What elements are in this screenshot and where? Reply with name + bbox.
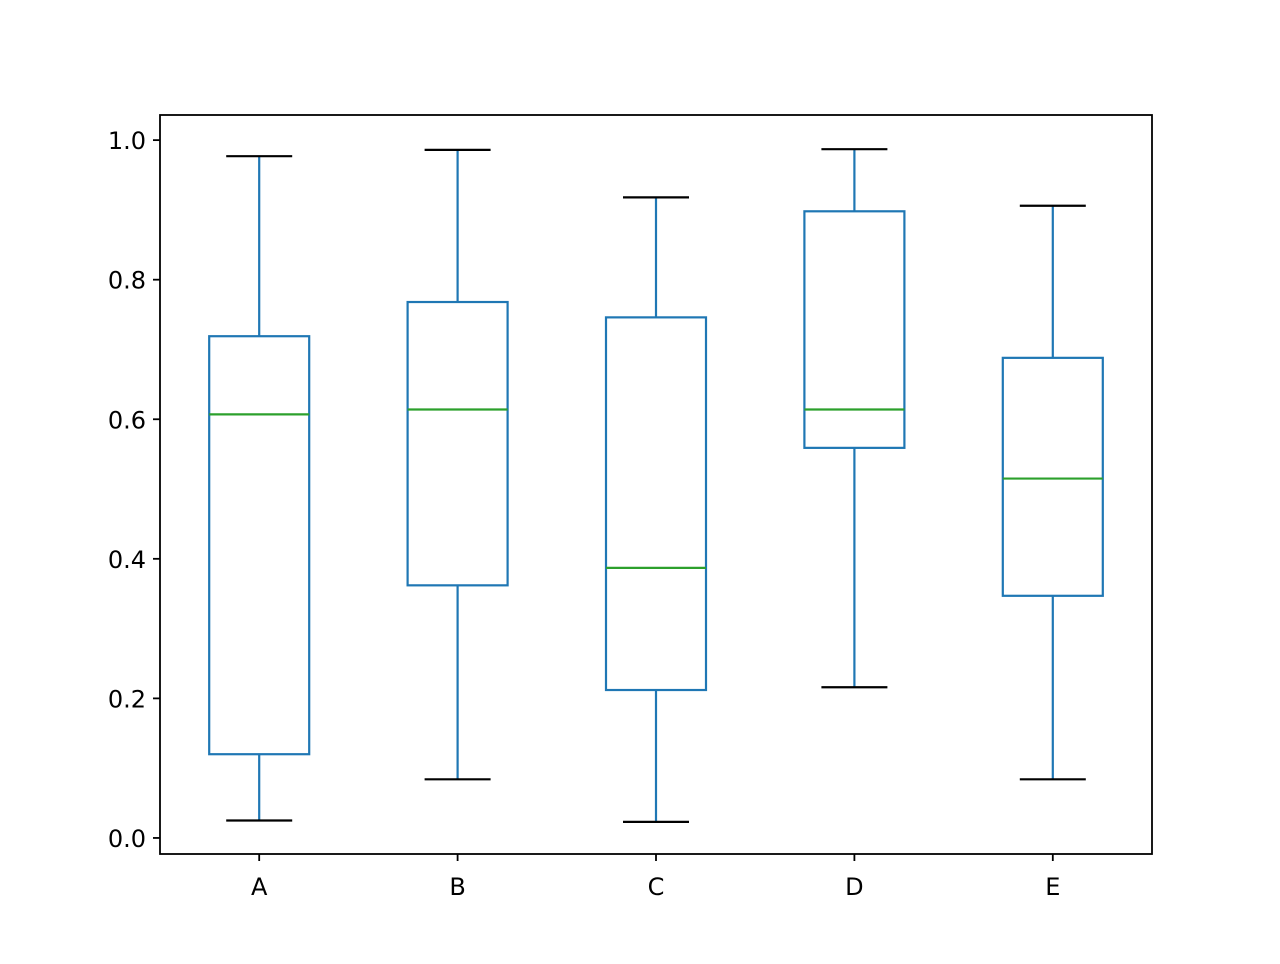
box-group-e: [1001, 204, 1104, 781]
box-group-c: [604, 196, 708, 823]
x-tick-label: D: [845, 873, 863, 901]
box-group-a: [208, 155, 311, 822]
box-group-b: [406, 148, 509, 781]
x-tick-label: A: [251, 873, 268, 901]
x-tick-label: C: [648, 873, 665, 901]
x-tick-label: B: [449, 873, 465, 901]
box-iqr-b: [406, 300, 509, 587]
box-iqr-d: [803, 210, 906, 449]
y-tick-label: 1.0: [108, 127, 146, 155]
box-iqr-e: [1001, 356, 1104, 597]
y-tick-label: 0.8: [108, 267, 146, 295]
boxes-layer: [208, 148, 1104, 823]
box-iqr-a: [208, 335, 311, 756]
box-iqr-c: [604, 316, 708, 692]
y-tick-label: 0.0: [108, 825, 146, 853]
box-group-d: [803, 148, 906, 689]
y-tick-label: 0.4: [108, 546, 146, 574]
y-tick-label: 0.6: [108, 406, 146, 434]
x-tick-label: E: [1045, 873, 1060, 901]
y-tick-label: 0.2: [108, 685, 146, 713]
axes-layer: 0.0 0.2 0.4 0.6 0.8 1.0 A B C D E: [108, 114, 1153, 901]
